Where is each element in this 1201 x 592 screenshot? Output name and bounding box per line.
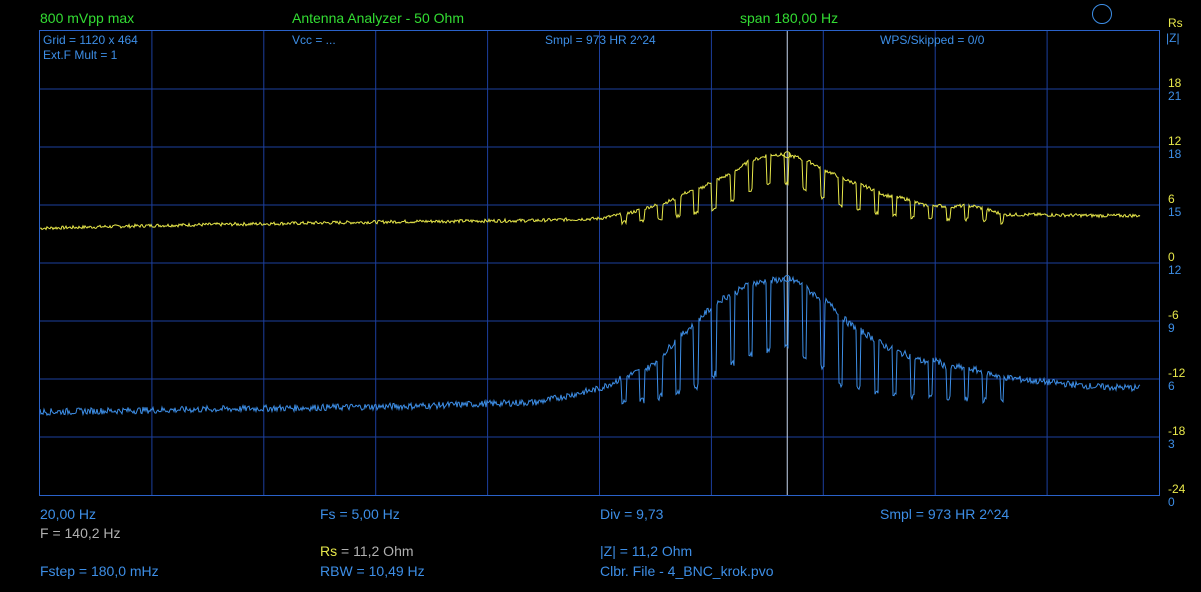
z-readout: |Z| = 11,2 Ohm	[600, 543, 693, 559]
z-tick-label: 21	[1168, 89, 1182, 103]
div-readout: Div = 9,73	[600, 506, 664, 522]
rs-tick-label: 6	[1168, 192, 1175, 206]
z-tick-label: 3	[1168, 437, 1175, 451]
vcc-info: Vcc = ...	[292, 33, 336, 47]
z-trace	[40, 275, 1141, 417]
grid-info: Grid = 1120 x 464	[43, 33, 138, 47]
record-circle-button[interactable]	[1092, 4, 1112, 24]
smpl-readout: Smpl = 973 HR 2^24	[880, 506, 1010, 522]
rs-tick-label: 0	[1168, 250, 1175, 264]
rs-readout: Rs = 11,2 Ohm	[320, 543, 414, 559]
z-tick-label: 0	[1168, 495, 1175, 509]
rs-tick-label: -12	[1168, 366, 1186, 380]
ext-mult-info: Ext.F Mult = 1	[43, 48, 118, 62]
z-tick-label: 6	[1168, 379, 1175, 393]
calibration-file: Clbr. File - 4_BNC_krok.pvo	[600, 563, 774, 579]
rs-tick-label: -18	[1168, 424, 1186, 438]
fstep-readout: Fstep = 180,0 mHz	[40, 563, 159, 579]
rbw-readout: RBW = 10,49 Hz	[320, 563, 425, 579]
z-axis-title: |Z|	[1166, 31, 1180, 45]
rs-trace	[40, 152, 1141, 231]
rs-tick-label: -6	[1168, 308, 1179, 322]
span-label: span 180,00 Hz	[740, 10, 839, 26]
marker-frequency: F = 140,2 Hz	[40, 525, 121, 541]
rs-readout-value: = 11,2 Ohm	[337, 543, 414, 559]
rs-marker-dot	[783, 151, 791, 159]
analyzer-plot[interactable]: Grid = 1120 x 464 Ext.F Mult = 1 Vcc = .…	[39, 30, 1160, 496]
z-tick-label: 18	[1168, 147, 1182, 161]
z-tick-label: 12	[1168, 263, 1182, 277]
rs-tick-label: 12	[1168, 134, 1182, 148]
amplitude-label: 800 mVpp max	[40, 10, 135, 26]
rs-readout-label: Rs	[320, 543, 338, 559]
mode-label: Antenna Analyzer - 50 Ohm	[292, 10, 464, 26]
plot-canvas	[40, 31, 1159, 495]
plot-grid	[40, 31, 1159, 495]
z-tick-label: 15	[1168, 205, 1182, 219]
start-frequency: 20,00 Hz	[40, 506, 97, 522]
z-marker-dot	[783, 274, 791, 282]
rs-tick-label: -24	[1168, 482, 1186, 496]
wps-info: WPS/Skipped = 0/0	[880, 33, 985, 47]
smpl-info: Smpl = 973 HR 2^24	[545, 33, 656, 47]
rs-tick-label: 18	[1168, 76, 1182, 90]
rs-axis-title: Rs	[1168, 16, 1183, 30]
fs-readout: Fs = 5,00 Hz	[320, 506, 400, 522]
z-tick-label: 9	[1168, 321, 1175, 335]
